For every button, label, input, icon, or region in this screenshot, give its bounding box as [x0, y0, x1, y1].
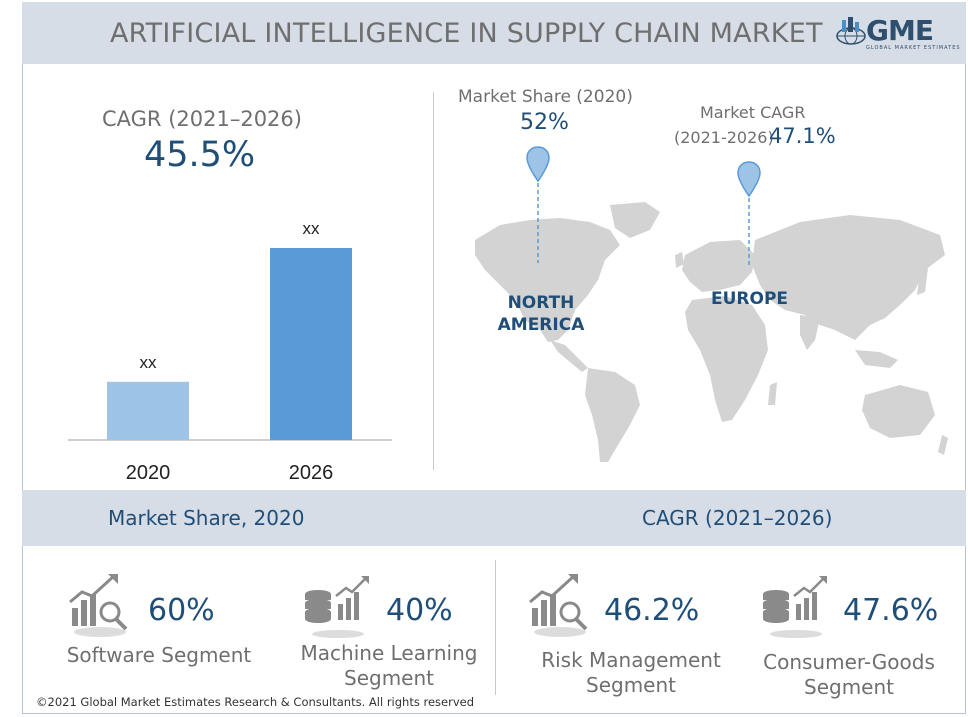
logo-text: GME: [866, 14, 934, 47]
database-chart-icon: [763, 576, 827, 638]
na-market-share-label: Market Share (2020): [458, 87, 633, 107]
na-market-share-value: 52%: [520, 110, 569, 135]
data-label-2020: xx: [140, 353, 158, 372]
vertical-divider: [433, 92, 434, 470]
stat-risk-value: 46.2%: [604, 593, 700, 628]
copyright-footer: ©2021 Global Market Estimates Research &…: [36, 695, 475, 709]
region-north-america: NORTH AMERICA: [496, 292, 586, 336]
bar-chart: xx 2020 xx 2026: [68, 219, 392, 484]
infographic-frame: [22, 2, 966, 714]
x-tick-2020: 2020: [126, 462, 171, 484]
data-label-2026: xx: [303, 219, 321, 238]
x-tick-2026: 2026: [289, 462, 334, 484]
stat-ml-value: 40%: [386, 593, 453, 628]
eu-cagr-label-line1: Market CAGR: [700, 103, 806, 122]
stat-risk-label-line1: Risk Management: [541, 648, 721, 672]
growth-chart-magnifier-icon: [529, 574, 588, 637]
stat-consumer-label-line2: Segment: [804, 675, 894, 699]
eu-location-pin-icon: [737, 161, 761, 268]
cagr-segment-title: CAGR (2021–2026): [642, 506, 833, 530]
market-share-title: Market Share, 2020: [108, 506, 305, 530]
world-map: [470, 200, 950, 474]
globe-building-icon: [836, 17, 866, 45]
header-bar: ARTIFICIAL INTELLIGENCE IN SUPPLY CHAIN …: [22, 2, 966, 64]
na-location-pin-icon: [526, 146, 550, 263]
eu-cagr-value: 47.1%: [769, 124, 836, 148]
growth-chart-magnifier-icon: [69, 574, 128, 637]
stat-risk-label-line2: Segment: [586, 673, 676, 697]
stat-ml-label-line1: Machine Learning: [300, 641, 478, 665]
cagr-label: CAGR (2021–2026): [102, 107, 302, 131]
stat-ml-label: Machine Learning Segment: [292, 641, 486, 691]
stat-ml-label-line2: Segment: [344, 666, 434, 690]
stat-consumer-value: 47.6%: [843, 593, 939, 628]
stat-software-label: Software Segment: [62, 643, 256, 668]
stat-software-label-line1: Software Segment: [66, 643, 252, 667]
bottom-divider: [495, 560, 496, 695]
logo-subtext: GLOBAL MARKET ESTIMATES: [866, 45, 961, 51]
region-europe: EUROPE: [711, 289, 789, 309]
bar-2026: [270, 248, 352, 440]
page-title: ARTIFICIAL INTELLIGENCE IN SUPPLY CHAIN …: [110, 18, 823, 49]
cagr-value: 45.5%: [144, 135, 256, 175]
stat-consumer-label: Consumer-Goods Segment: [752, 650, 946, 700]
bar-2020: [107, 381, 189, 440]
region-north-america-line2: AMERICA: [497, 315, 585, 335]
region-north-america-line1: NORTH: [507, 293, 575, 313]
stat-software-value: 60%: [148, 593, 215, 628]
eu-cagr-label-line2: (2021-2026): [674, 128, 774, 147]
stat-risk-label: Risk Management Segment: [534, 648, 728, 698]
database-chart-icon: [305, 576, 369, 638]
stat-consumer-label-line1: Consumer-Goods: [763, 650, 935, 674]
world-map-icon: [475, 202, 948, 462]
gme-logo: GME GLOBAL MARKET ESTIMATES: [836, 14, 960, 54]
section-band: [22, 490, 966, 546]
